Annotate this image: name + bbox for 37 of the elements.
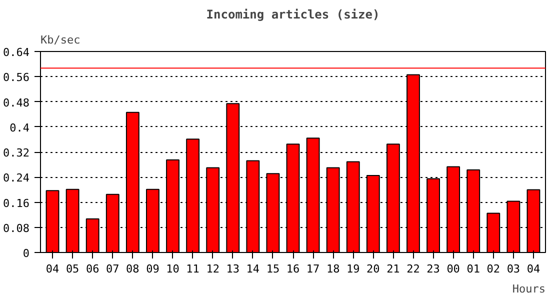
- x-tick-label: 04: [526, 262, 540, 276]
- x-tick-label: 00: [446, 262, 460, 276]
- x-tick-label: 16: [286, 262, 300, 276]
- x-tick-label: 05: [66, 262, 80, 276]
- x-tick-label: 21: [386, 262, 400, 276]
- y-tick-label: 0.48: [3, 96, 30, 110]
- x-tick-label: 02: [486, 262, 500, 276]
- x-axis-title: Hours: [512, 282, 546, 296]
- y-tick-label: 0.16: [3, 196, 30, 210]
- y-tick-label: 0.4: [10, 121, 30, 134]
- x-tick-label: 20: [366, 262, 380, 276]
- y-tick-label: 0.24: [3, 172, 30, 185]
- x-tick-label: 11: [186, 262, 200, 276]
- x-tick-label: 09: [146, 262, 160, 276]
- x-tick-label: 06: [86, 262, 100, 276]
- chart-title: Incoming articles (size): [206, 8, 380, 22]
- x-tick-label: 22: [406, 262, 420, 276]
- x-tick-label: 07: [106, 262, 120, 276]
- x-tick-label: 15: [266, 262, 280, 276]
- x-tick-label: 10: [166, 262, 180, 276]
- y-tick-label: 0: [22, 247, 30, 260]
- x-tick-label: 18: [326, 262, 340, 276]
- y-tick-label: 0.32: [3, 146, 30, 160]
- x-tick-label: 03: [506, 262, 520, 276]
- y-tick-label: 0.64: [3, 46, 30, 59]
- y-tick-label: 0.08: [3, 222, 30, 235]
- x-tick-label: 23: [426, 262, 440, 276]
- y-tick-label: 0.56: [3, 71, 30, 84]
- x-tick-label: 08: [126, 262, 140, 276]
- x-tick-label: 14: [246, 262, 260, 276]
- x-tick-label: 19: [346, 262, 360, 276]
- x-tick-label: 12: [206, 262, 220, 276]
- x-tick-label: 01: [466, 262, 480, 276]
- y-axis-title: Kb/sec: [40, 34, 80, 46]
- x-tick-label: 13: [226, 262, 240, 276]
- x-tick-label: 17: [306, 262, 320, 276]
- x-tick-label: 04: [46, 262, 60, 276]
